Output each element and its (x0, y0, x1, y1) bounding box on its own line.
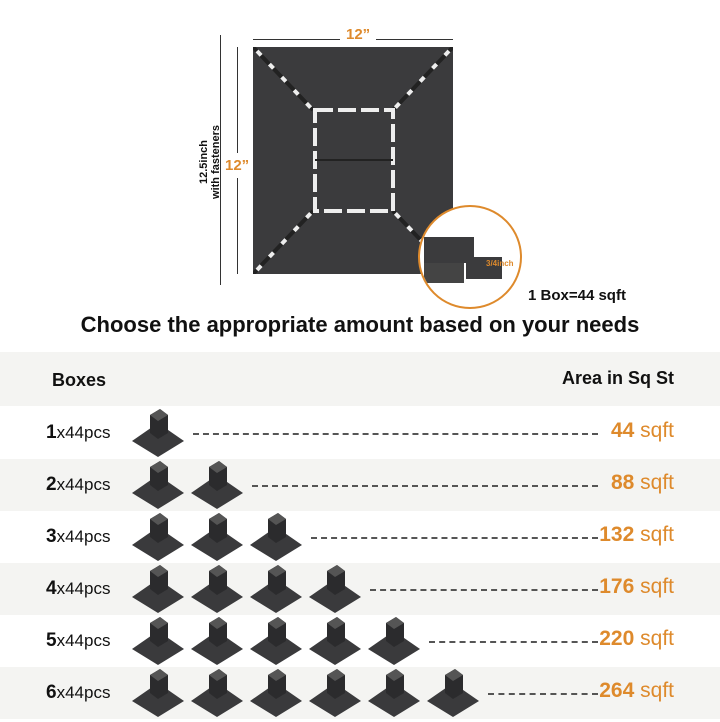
table-row: 3x44pcs 132 sqft (0, 511, 720, 563)
table-row: 1x44pcs 44 sqft (0, 407, 720, 459)
table-row: 5x44pcs 220 sqft (0, 615, 720, 667)
table-header: Boxes Area in Sq St (0, 352, 720, 406)
area-number: 264 (599, 679, 635, 702)
tile-box-icon (187, 617, 246, 665)
tile-box-icon (128, 461, 187, 509)
tile-box-icon (128, 669, 187, 717)
area-number: 44 (610, 419, 635, 442)
count-number: 1 (46, 422, 57, 443)
tile-box-icon (187, 513, 246, 561)
area-unit: sqft (640, 575, 674, 598)
area-number: 220 (599, 627, 635, 650)
count-number: 3 (46, 526, 57, 547)
count-unit: x44pcs (56, 579, 111, 598)
tile-box-icon (364, 669, 423, 717)
count-unit: x44pcs (56, 527, 111, 546)
area-header: Area in Sq St (561, 368, 674, 388)
tile-box-icon (364, 617, 423, 665)
page-heading: Choose the appropriate amount based on y… (80, 312, 640, 337)
tile-box-icon (128, 617, 187, 665)
count-number: 4 (46, 578, 57, 599)
table-row: 2x44pcs 88 sqft (0, 459, 720, 511)
tile-box-icon (246, 669, 305, 717)
box-count: 3x44pcs (46, 526, 110, 548)
count-unit: x44pcs (56, 631, 111, 650)
area-value: 88 sqft (611, 471, 674, 495)
count-unit: x44pcs (56, 683, 111, 702)
box-count: 5x44pcs (46, 630, 110, 652)
tile-box-icon (187, 669, 246, 717)
dotted-leader (193, 433, 598, 435)
thickness-detail-circle: 3/4inch (418, 205, 522, 309)
overall-label: 12.5inch with fasteners (198, 102, 222, 222)
count-number: 5 (46, 630, 57, 651)
area-number: 132 (599, 523, 635, 546)
overall-dimension-line (220, 35, 221, 285)
tile-box-icon (187, 461, 246, 509)
box-icons (128, 461, 246, 509)
tile-box-icon (246, 565, 305, 613)
box-icons (128, 409, 187, 457)
tile-box-icon (305, 669, 364, 717)
area-value: 176 sqft (599, 575, 674, 599)
box-count: 1x44pcs (46, 422, 110, 444)
dotted-leader (488, 693, 598, 695)
box-count: 4x44pcs (46, 578, 110, 600)
area-value: 220 sqft (599, 627, 674, 651)
box-icons (128, 565, 364, 613)
area-unit: sqft (640, 419, 674, 442)
area-number: 88 (610, 471, 635, 494)
area-unit: sqft (640, 679, 674, 702)
area-unit: sqft (640, 523, 674, 546)
deck-tile-image (251, 45, 455, 276)
dotted-leader (311, 537, 598, 539)
box-coverage: 1 Box=44 sqft (528, 287, 626, 304)
tile-box-icon (128, 565, 187, 613)
dotted-leader (429, 641, 598, 643)
tile-box-icon (128, 409, 187, 457)
overall-label-line1: 12.5inch (198, 139, 210, 185)
area-unit: sqft (640, 627, 674, 650)
area-value: 44 sqft (611, 419, 674, 443)
area-number: 176 (599, 575, 635, 598)
tile-box-icon (246, 513, 305, 561)
box-count: 2x44pcs (46, 474, 110, 496)
height-label: 12” (225, 153, 250, 178)
box-icons (128, 617, 423, 665)
tile-box-icon (246, 617, 305, 665)
count-unit: x44pcs (56, 423, 111, 442)
tile-box-icon (187, 565, 246, 613)
thickness-label: 3/4inch (486, 259, 514, 268)
table-row: 6x44pcs 264 sqft (0, 667, 720, 719)
area-value: 132 sqft (599, 523, 674, 547)
tile-box-icon (423, 669, 482, 717)
overall-label-line2: with fasteners (210, 125, 222, 199)
width-label: 12” (340, 26, 377, 43)
boxes-header: Boxes (52, 370, 107, 390)
count-number: 2 (46, 474, 57, 495)
dotted-leader (370, 589, 598, 591)
tile-box-icon (305, 565, 364, 613)
count-number: 6 (46, 682, 57, 703)
box-icons (128, 513, 305, 561)
area-value: 264 sqft (599, 679, 674, 703)
count-unit: x44pcs (56, 475, 111, 494)
box-icons (128, 669, 482, 717)
area-unit: sqft (640, 471, 674, 494)
table-row: 4x44pcs 176 sqft (0, 563, 720, 615)
tile-box-icon (128, 513, 187, 561)
tile-box-icon (305, 617, 364, 665)
dotted-leader (252, 485, 598, 487)
box-count: 6x44pcs (46, 682, 110, 704)
